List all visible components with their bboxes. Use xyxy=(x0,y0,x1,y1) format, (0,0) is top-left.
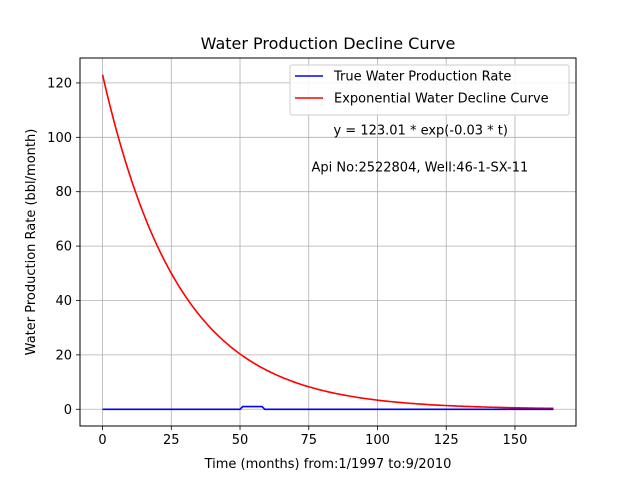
tick-layer: 0 25 50 75 100 125 150 0 20 40 60 80 100 120 xyxy=(47,76,527,448)
y-tick-label: 0 xyxy=(64,403,72,418)
chart-title: Water Production Decline Curve xyxy=(201,34,456,53)
x-tick-label: 25 xyxy=(163,433,180,448)
x-tick-label: 50 xyxy=(232,433,249,448)
series-true-water-line xyxy=(102,405,554,411)
y-tick-label: 80 xyxy=(55,185,72,200)
x-tick-label: 75 xyxy=(300,433,317,448)
y-tick-label: 20 xyxy=(55,348,72,363)
y-tick-label: 40 xyxy=(55,294,72,309)
x-tick-label: 0 xyxy=(98,433,106,448)
legend-label-true-water: True Water Production Rate xyxy=(333,70,511,85)
equation-annotation: y = 123.01 * exp(-0.03 * t) xyxy=(333,124,507,139)
x-tick-label: 100 xyxy=(365,433,390,448)
legend: True Water Production Rate Exponential W… xyxy=(289,64,570,116)
y-tick-label: 100 xyxy=(47,131,72,146)
x-tick-label: 150 xyxy=(503,433,528,448)
x-axis-label: Time (months) from:1/1997 to:9/2010 xyxy=(204,457,452,472)
legend-box xyxy=(289,64,570,116)
series-exponential-decline-line xyxy=(101,74,554,410)
x-tick-label: 125 xyxy=(434,433,459,448)
axes-frame xyxy=(79,57,577,427)
y-axis-label: Water Production Rate (bbl/month) xyxy=(24,129,39,356)
well-info-annotation: Api No:2522804, Well:46-1-SX-11 xyxy=(312,160,529,175)
series-layer xyxy=(101,74,554,411)
y-tick-label: 60 xyxy=(55,240,72,255)
y-tick-label: 120 xyxy=(47,76,72,91)
legend-label-exponential: Exponential Water Decline Curve xyxy=(334,92,549,107)
